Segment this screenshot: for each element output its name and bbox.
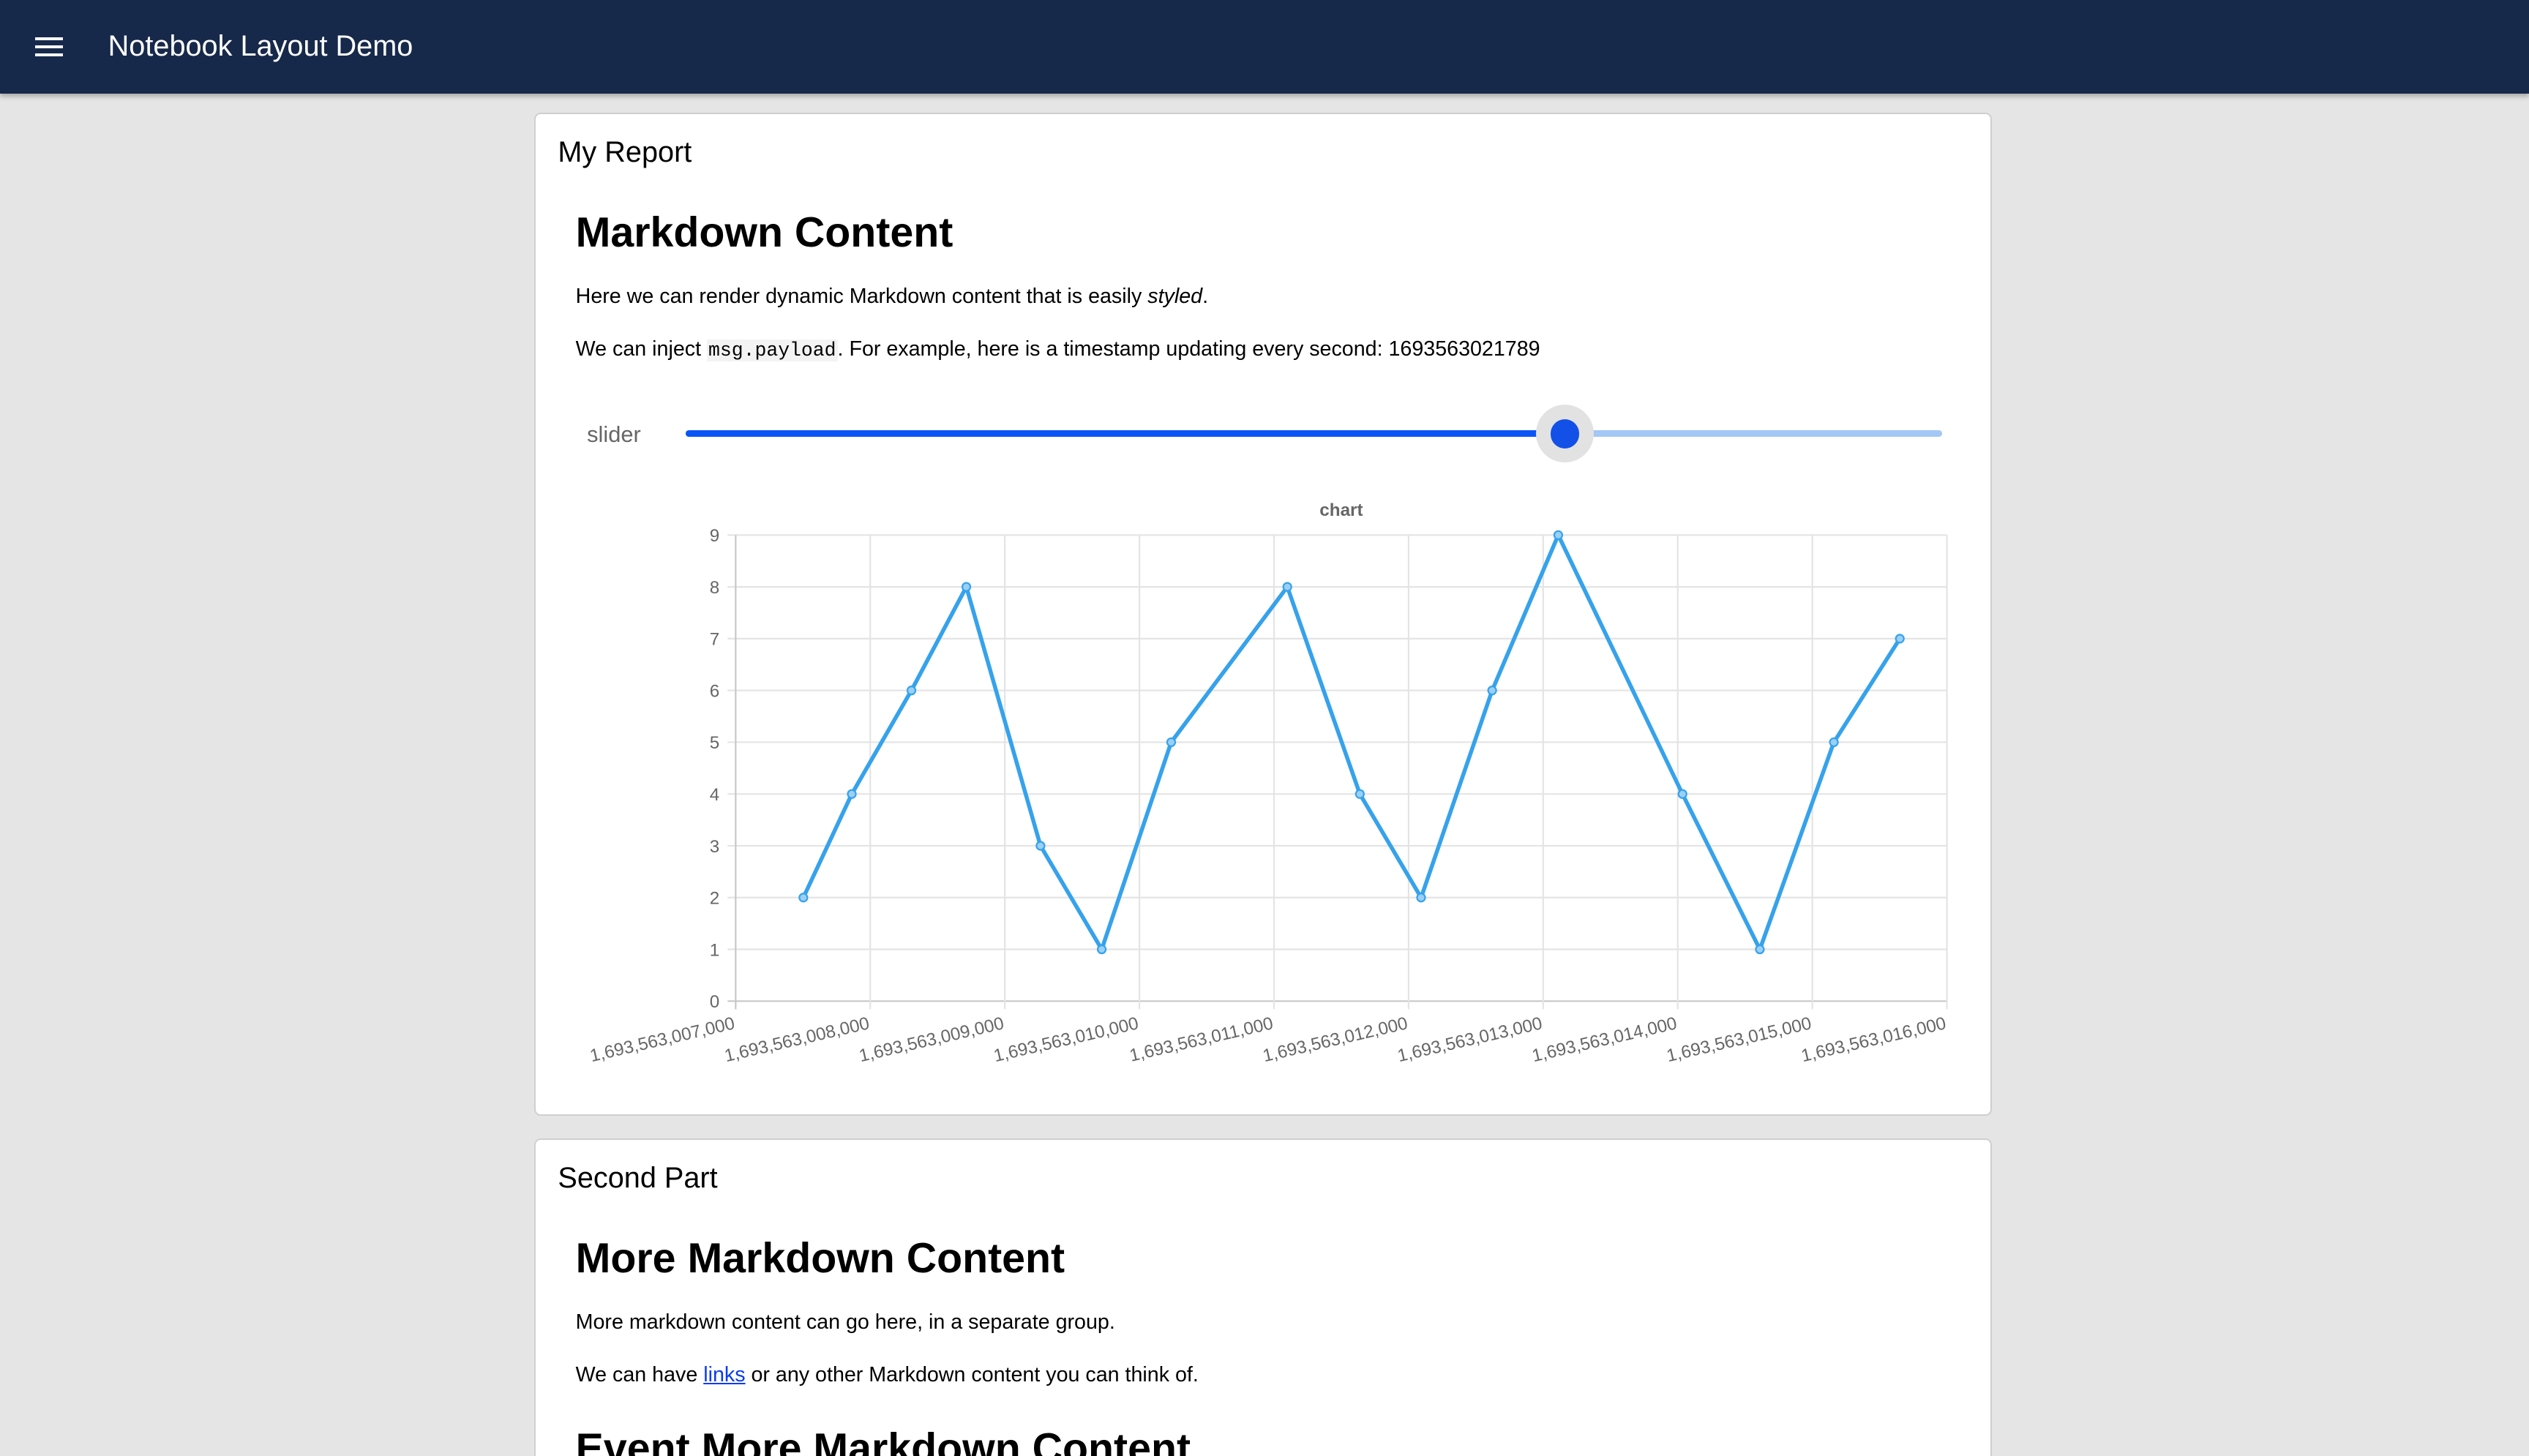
data-point [1829, 738, 1839, 748]
timestamp-text: . For example, here is a timestamp updat… [837, 337, 1540, 361]
data-point [1677, 789, 1687, 800]
x-tick-label: 1,693,563,013,000 [1395, 1014, 1544, 1067]
markdown-heading: More Markdown Content [575, 1234, 1065, 1282]
text: . [1202, 284, 1209, 308]
data-point [1166, 738, 1176, 748]
data-point [961, 582, 971, 592]
x-tick-label: 1,693,563,016,000 [1799, 1014, 1947, 1067]
data-point [798, 893, 808, 903]
x-tick-label: 1,693,563,009,000 [857, 1014, 1005, 1067]
y-tick-label: 9 [709, 526, 719, 546]
markdown-paragraph: We can have links or any other Markdown … [576, 1362, 1199, 1387]
data-point [1895, 634, 1905, 644]
markdown-block: More Markdown Content More markdown cont… [575, 1234, 1199, 1456]
data-point [1553, 530, 1563, 541]
line-chart: chart01234567891,693,563,007,0001,693,56… [588, 500, 1947, 1067]
inline-code: msg.payload [707, 339, 838, 362]
y-tick-label: 8 [709, 578, 719, 598]
emphasis-text: styled [1147, 284, 1203, 308]
hamburger-menu-icon[interactable] [35, 37, 63, 57]
y-tick-label: 1 [709, 941, 719, 961]
x-tick-label: 1,693,563,011,000 [1128, 1014, 1275, 1066]
markdown-paragraph: More markdown content can go here, in a … [575, 1310, 1115, 1334]
markdown-paragraph-timestamp: We can inject msg.payload. For example, … [576, 337, 1540, 363]
report-card: My Report Markdown Content Here we can r… [533, 113, 1993, 1117]
x-tick-label: 1,693,563,015,000 [1665, 1014, 1813, 1067]
x-tick-label: 1,693,563,008,000 [722, 1014, 871, 1067]
top-app-bar: Notebook Layout Demo [0, 0, 2529, 94]
data-point [846, 789, 857, 800]
slider-fill [685, 430, 1565, 438]
data-point [1282, 582, 1292, 592]
card-title: My Report [558, 135, 692, 168]
data-point [1415, 893, 1426, 903]
links-link[interactable]: links [703, 1363, 746, 1387]
chart-title: chart [1319, 500, 1363, 520]
x-tick-label: 1,693,563,007,000 [588, 1014, 736, 1067]
markdown-block: Markdown Content Here we can render dyna… [575, 208, 1540, 362]
data-point [1487, 686, 1497, 696]
data-point [906, 686, 916, 696]
y-tick-label: 0 [709, 992, 719, 1012]
data-point [1096, 945, 1106, 955]
x-tick-label: 1,693,563,010,000 [992, 1014, 1140, 1067]
x-tick-label: 1,693,563,012,000 [1261, 1014, 1409, 1067]
app-title: Notebook Layout Demo [108, 29, 413, 62]
data-point [1035, 841, 1046, 851]
data-point [1355, 789, 1365, 800]
y-tick-label: 6 [709, 682, 719, 702]
markdown-paragraph: Here we can render dynamic Markdown cont… [576, 284, 1208, 309]
slider-track[interactable] [685, 405, 1942, 463]
slider-thumb[interactable] [1550, 419, 1580, 449]
markdown-heading-2: Event More Markdown Content [575, 1425, 1191, 1456]
second-part-card: Second Part More Markdown Content More m… [533, 1138, 1993, 1456]
y-tick-label: 3 [709, 837, 719, 857]
y-tick-label: 5 [709, 733, 719, 753]
y-tick-label: 2 [709, 889, 719, 909]
text: or any other Markdown content you can th… [745, 1363, 1199, 1387]
text: We can inject [575, 337, 707, 361]
text: Here we can render dynamic Markdown cont… [575, 284, 1148, 308]
x-tick-label: 1,693,563,014,000 [1530, 1014, 1679, 1067]
text: We can have [575, 1363, 704, 1387]
series-line [801, 533, 1902, 952]
data-point [1754, 945, 1765, 955]
y-tick-label: 7 [709, 630, 719, 650]
card-title: Second Part [558, 1161, 718, 1194]
markdown-heading: Markdown Content [575, 209, 953, 257]
slider-label: slider [587, 421, 641, 448]
y-tick-label: 4 [709, 785, 719, 805]
